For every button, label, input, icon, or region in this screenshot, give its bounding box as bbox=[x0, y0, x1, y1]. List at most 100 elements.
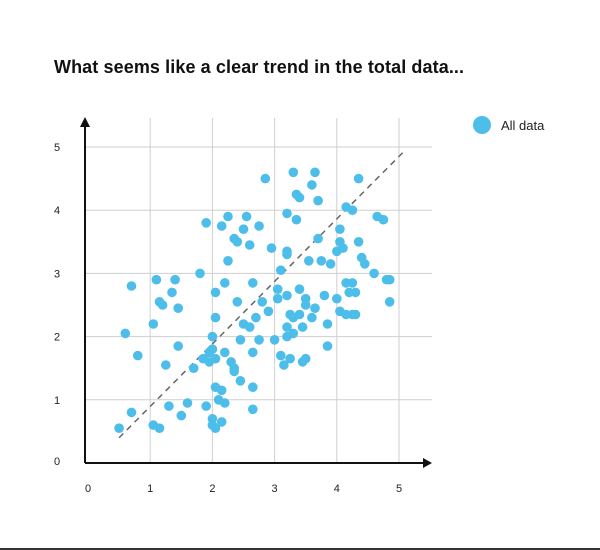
data-point bbox=[282, 322, 292, 332]
data-point bbox=[307, 312, 317, 323]
data-point bbox=[319, 290, 330, 301]
data-point bbox=[167, 287, 177, 298]
data-point bbox=[282, 246, 292, 257]
y-tick-label: 2 bbox=[54, 332, 60, 344]
data-point bbox=[285, 353, 295, 364]
data-point bbox=[210, 353, 221, 364]
data-point bbox=[360, 259, 370, 269]
x-tick-label: 0 bbox=[85, 483, 91, 495]
data-point bbox=[378, 214, 389, 225]
data-point bbox=[244, 322, 255, 332]
x-tick-label: 1 bbox=[147, 483, 153, 495]
data-point bbox=[248, 382, 258, 393]
data-point bbox=[126, 407, 137, 418]
data-point bbox=[279, 360, 289, 370]
data-point bbox=[353, 173, 364, 184]
x-axis-arrow bbox=[423, 458, 432, 468]
data-point bbox=[238, 224, 249, 234]
data-point bbox=[282, 290, 292, 301]
data-point bbox=[232, 297, 243, 307]
data-point bbox=[154, 423, 165, 434]
data-point bbox=[313, 233, 323, 244]
trend-line bbox=[118, 149, 406, 439]
data-point bbox=[353, 237, 364, 247]
data-point bbox=[384, 297, 395, 307]
data-point bbox=[332, 293, 342, 304]
data-point bbox=[210, 312, 221, 323]
data-point bbox=[347, 205, 358, 215]
x-tick-labels: 0 1 2 3 4 5 bbox=[85, 483, 402, 495]
chart-title: What seems like a clear trend in the tot… bbox=[54, 57, 465, 77]
data-point bbox=[322, 319, 333, 329]
data-point bbox=[325, 259, 336, 269]
data-point bbox=[313, 195, 323, 206]
data-point bbox=[201, 401, 211, 411]
data-point bbox=[288, 328, 299, 339]
y-tick-label: 4 bbox=[54, 205, 60, 217]
y-tick-label: 1 bbox=[54, 395, 60, 407]
data-point bbox=[335, 224, 345, 234]
data-point bbox=[300, 353, 311, 364]
data-point bbox=[294, 192, 305, 203]
data-point bbox=[207, 331, 218, 342]
data-point bbox=[276, 350, 286, 361]
data-point bbox=[282, 208, 292, 219]
data-point bbox=[235, 376, 246, 386]
data-point bbox=[126, 281, 137, 291]
data-point bbox=[220, 398, 230, 408]
x-tick-label: 5 bbox=[396, 483, 402, 495]
data-point bbox=[272, 284, 283, 295]
data-point bbox=[157, 300, 168, 310]
legend-label: All data bbox=[501, 118, 545, 133]
y-tick-label: 5 bbox=[54, 142, 60, 154]
data-point bbox=[350, 309, 361, 320]
data-point bbox=[300, 300, 311, 310]
data-point bbox=[297, 322, 308, 332]
data-point bbox=[223, 211, 233, 222]
data-point bbox=[195, 268, 205, 279]
data-point bbox=[350, 287, 361, 298]
data-point bbox=[248, 278, 258, 288]
data-point bbox=[276, 265, 286, 276]
data-point bbox=[266, 243, 277, 253]
grid-lines bbox=[85, 118, 432, 463]
data-point bbox=[161, 360, 171, 370]
data-point bbox=[229, 366, 239, 377]
data-point bbox=[260, 173, 271, 184]
data-point bbox=[220, 347, 230, 358]
y-axis-arrow bbox=[80, 117, 90, 127]
data-point bbox=[210, 287, 221, 298]
data-point bbox=[369, 268, 379, 279]
data-point bbox=[304, 255, 314, 266]
data-point bbox=[310, 167, 320, 178]
data-point bbox=[244, 240, 255, 250]
data-point bbox=[173, 303, 183, 314]
x-tick-label: 3 bbox=[272, 483, 278, 495]
data-point bbox=[235, 335, 246, 345]
data-point bbox=[220, 278, 230, 288]
data-point bbox=[248, 404, 258, 415]
data-point bbox=[263, 306, 274, 317]
data-point bbox=[254, 221, 264, 231]
data-point bbox=[210, 423, 221, 434]
data-point bbox=[294, 309, 305, 320]
data-point bbox=[176, 410, 187, 421]
data-point bbox=[148, 319, 159, 329]
data-point bbox=[120, 328, 131, 339]
data-point bbox=[164, 401, 174, 411]
data-point bbox=[133, 350, 143, 361]
bottom-border bbox=[0, 548, 600, 550]
data-point bbox=[269, 335, 280, 345]
data-point bbox=[216, 417, 227, 427]
data-point bbox=[288, 167, 299, 178]
data-point bbox=[201, 218, 211, 228]
data-point bbox=[232, 237, 243, 247]
data-point bbox=[338, 243, 348, 253]
data-point bbox=[347, 278, 358, 288]
axes bbox=[80, 117, 432, 468]
data-point bbox=[170, 274, 180, 285]
data-point bbox=[114, 423, 124, 434]
data-point bbox=[254, 335, 264, 345]
y-tick-labels: 0 1 2 3 4 5 bbox=[54, 142, 60, 468]
